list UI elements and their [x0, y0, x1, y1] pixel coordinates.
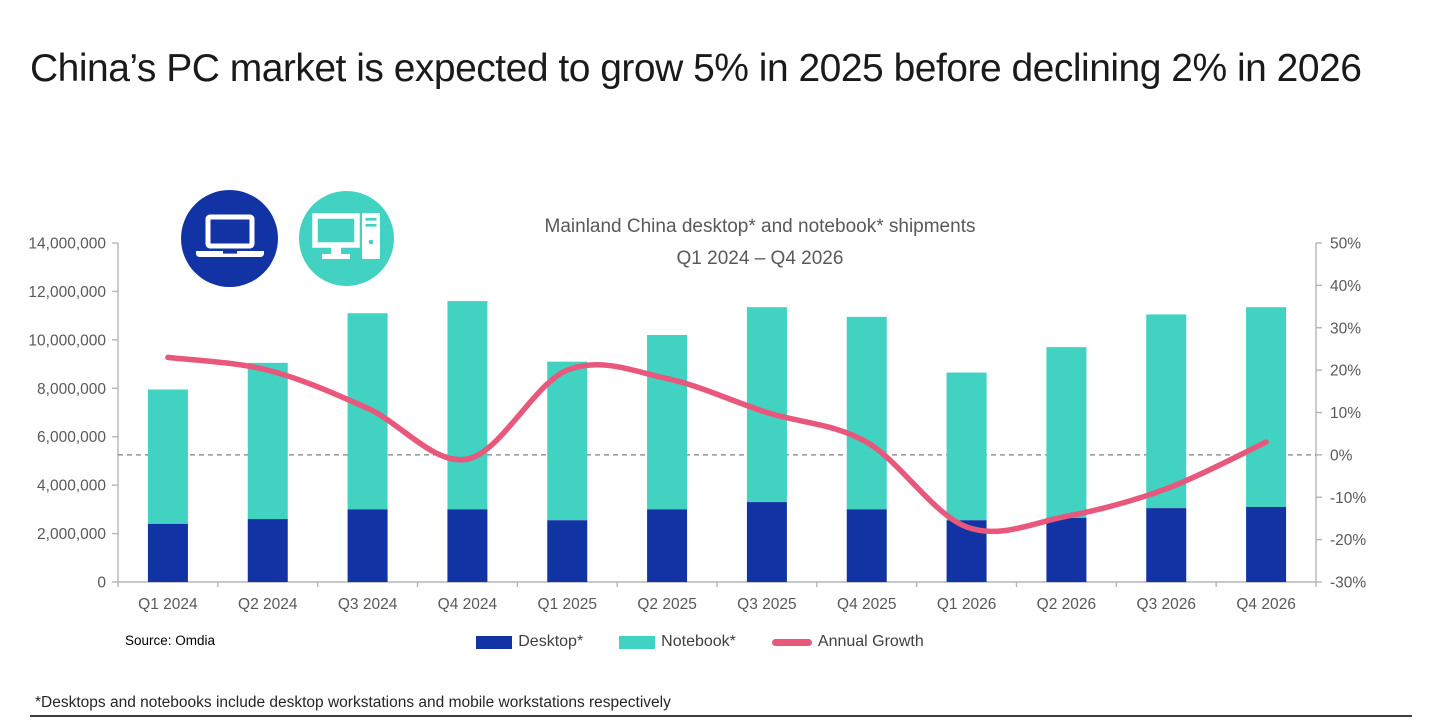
desktop-bar — [1046, 517, 1087, 582]
desktop-bar — [347, 509, 388, 582]
notebook-bar — [1246, 307, 1287, 507]
legend-label-growth: Annual Growth — [817, 633, 924, 650]
notebook-bar — [247, 362, 288, 520]
notebook-bar — [547, 361, 588, 521]
legend-label-notebook: Notebook* — [661, 633, 736, 650]
legend-item-growth: Annual Growth — [771, 633, 924, 651]
laptop-badge — [181, 190, 278, 287]
desktop-bar — [447, 509, 488, 582]
x-axis-label: Q1 2025 — [538, 596, 597, 613]
desktop-bar — [247, 519, 288, 582]
notebook-bar — [746, 307, 787, 503]
x-axis-label: Q2 2025 — [637, 596, 696, 613]
x-axis-label: Q1 2026 — [937, 596, 996, 613]
x-axis-label: Q3 2026 — [1137, 596, 1196, 613]
right-axis-label: -30% — [1330, 575, 1366, 592]
right-axis-label: -20% — [1330, 532, 1366, 549]
legend-label-desktop: Desktop* — [518, 633, 584, 650]
left-axis-label: 8,000,000 — [37, 381, 106, 398]
chart-legend: Desktop* Notebook* Annual Growth — [380, 630, 1020, 654]
right-axis-label: 20% — [1330, 363, 1361, 380]
right-axis-label: 50% — [1330, 236, 1361, 253]
notebook-swatch — [619, 635, 656, 649]
desktop-bar — [1246, 506, 1287, 582]
x-axis-label: Q2 2024 — [238, 596, 298, 613]
desktop-bar — [1146, 508, 1187, 582]
desktop-swatch — [476, 635, 513, 649]
desktop-bar — [547, 520, 588, 582]
left-axis-label: 2,000,000 — [37, 526, 106, 543]
left-axis-label: 14,000,000 — [28, 236, 106, 253]
left-axis-label: 12,000,000 — [28, 284, 106, 301]
growth-swatch — [771, 638, 812, 646]
desktop-bar — [147, 523, 188, 582]
notebook-bar — [1046, 347, 1087, 518]
left-axis-label: 10,000,000 — [28, 332, 106, 349]
notebook-bar — [347, 313, 388, 510]
notebook-bar — [147, 389, 188, 524]
footnote: *Desktops and notebooks include desktop … — [35, 694, 671, 711]
annual-growth-line — [165, 354, 1269, 535]
x-axis-label: Q2 2026 — [1037, 596, 1096, 613]
desktop-badge — [299, 191, 394, 286]
x-axis-label: Q4 2026 — [1236, 596, 1295, 613]
right-axis-label: 0% — [1330, 447, 1353, 464]
desktop-icon — [299, 191, 394, 286]
notebook-bar — [846, 316, 887, 510]
left-axis-label: 0 — [97, 575, 106, 592]
right-axis-label: 30% — [1330, 320, 1361, 337]
page-title: China’s PC market is expected to grow 5%… — [30, 47, 1362, 90]
left-axis-label: 4,000,000 — [37, 478, 106, 495]
bottom-rule — [30, 715, 1412, 717]
legend-item-notebook: Notebook* — [619, 633, 736, 651]
desktop-bar — [647, 509, 688, 582]
source-note: Source: Omdia — [125, 633, 216, 648]
left-axis-label: 6,000,000 — [37, 429, 106, 446]
right-axis-label: 40% — [1330, 278, 1361, 295]
x-axis-label: Q4 2025 — [837, 596, 896, 613]
legend-item-desktop: Desktop* — [476, 633, 583, 651]
right-axis-label: 10% — [1330, 405, 1361, 422]
notebook-bar — [946, 372, 987, 521]
right-axis-label: -10% — [1330, 490, 1366, 507]
x-axis-label: Q4 2024 — [438, 596, 498, 613]
desktop-bar — [746, 502, 787, 582]
chart-title-block: Mainland China desktop* and notebook* sh… — [400, 216, 1120, 270]
chart-title: Mainland China desktop* and notebook* sh… — [544, 216, 976, 237]
notebook-bar — [647, 335, 688, 510]
desktop-bar — [846, 509, 887, 582]
notebook-bar — [1146, 314, 1187, 509]
x-axis-label: Q3 2024 — [338, 596, 398, 613]
x-axis-label: Q3 2025 — [737, 596, 796, 613]
x-axis-label: Q1 2024 — [138, 596, 198, 613]
notebook-bar — [447, 301, 488, 510]
laptop-icon — [181, 190, 278, 287]
chart-subtitle: Q1 2024 – Q4 2026 — [676, 248, 844, 269]
